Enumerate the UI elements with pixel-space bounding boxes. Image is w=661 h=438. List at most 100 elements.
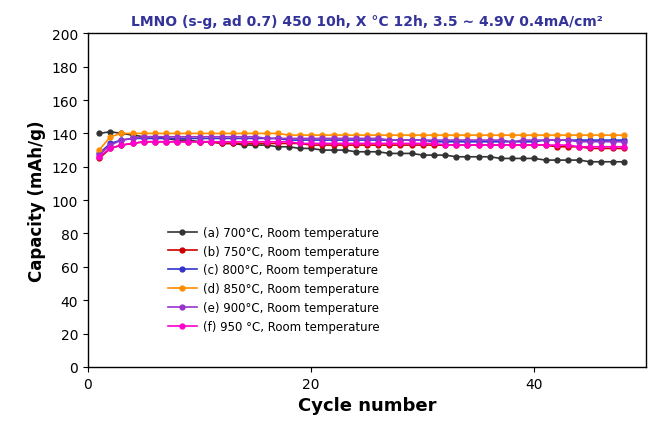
(f) 950 °C, Room temperature [564,143,572,148]
(c) 800°C, Room temperature [508,140,516,145]
(b) 750°C, Room temperature [251,141,259,147]
(f) 950 °C, Room temperature [106,146,114,152]
(d) 850°C, Room temperature [463,133,471,138]
(b) 750°C, Room temperature [106,146,114,152]
(c) 800°C, Room temperature [541,138,549,143]
(e) 900°C, Room temperature [229,135,237,140]
(e) 900°C, Room temperature [129,137,137,142]
(f) 950 °C, Room temperature [162,140,170,145]
(a) 700°C, Room temperature [352,150,360,155]
(c) 800°C, Room temperature [408,138,416,143]
(a) 700°C, Room temperature [598,160,605,165]
(d) 850°C, Room temperature [173,131,181,137]
(e) 900°C, Room temperature [553,138,561,143]
(c) 800°C, Room temperature [463,140,471,145]
(f) 950 °C, Room temperature [340,141,348,147]
(e) 900°C, Room temperature [452,138,460,143]
(e) 900°C, Room temperature [319,137,327,142]
(e) 900°C, Room temperature [385,138,393,143]
(b) 750°C, Room temperature [452,143,460,148]
(b) 750°C, Room temperature [463,143,471,148]
(d) 850°C, Room temperature [151,131,159,137]
(a) 700°C, Room temperature [251,143,259,148]
(b) 750°C, Room temperature [240,141,248,147]
(d) 850°C, Room temperature [520,133,527,138]
(a) 700°C, Room temperature [307,146,315,152]
(b) 750°C, Room temperature [374,143,382,148]
(f) 950 °C, Room temperature [118,143,126,148]
(a) 700°C, Room temperature [564,158,572,163]
Y-axis label: Capacity (mAh/g): Capacity (mAh/g) [28,120,46,281]
(c) 800°C, Room temperature [475,140,483,145]
(d) 850°C, Room temperature [140,131,148,137]
(d) 850°C, Room temperature [274,131,282,137]
(c) 800°C, Room temperature [486,140,494,145]
(a) 700°C, Room temperature [408,152,416,157]
(e) 900°C, Room temperature [140,135,148,140]
(a) 700°C, Room temperature [508,156,516,162]
(f) 950 °C, Room temperature [598,145,605,150]
Line: (b) 750°C, Room temperature: (b) 750°C, Room temperature [97,140,626,162]
(e) 900°C, Room temperature [173,135,181,140]
(d) 850°C, Room temperature [508,133,516,138]
(a) 700°C, Room temperature [129,133,137,138]
(c) 800°C, Room temperature [229,137,237,142]
(f) 950 °C, Room temperature [184,140,192,145]
(c) 800°C, Room temperature [609,138,617,143]
(b) 750°C, Room temperature [419,143,427,148]
(d) 850°C, Room temperature [553,133,561,138]
(c) 800°C, Room temperature [497,140,505,145]
(b) 750°C, Room temperature [430,143,438,148]
X-axis label: Cycle number: Cycle number [297,396,436,414]
(d) 850°C, Room temperature [408,133,416,138]
(b) 750°C, Room temperature [296,141,304,147]
(c) 800°C, Room temperature [151,137,159,142]
(d) 850°C, Room temperature [251,131,259,137]
(c) 800°C, Room temperature [251,137,259,142]
(f) 950 °C, Room temperature [520,143,527,148]
(b) 750°C, Room temperature [352,143,360,148]
(c) 800°C, Room temperature [340,138,348,143]
(d) 850°C, Room temperature [330,133,338,138]
(b) 750°C, Room temperature [274,141,282,147]
(b) 750°C, Room temperature [609,146,617,152]
(c) 800°C, Room temperature [586,138,594,143]
(a) 700°C, Room temperature [285,145,293,150]
(f) 950 °C, Room temperature [441,143,449,148]
(b) 750°C, Room temperature [475,143,483,148]
(a) 700°C, Room temperature [575,158,583,163]
(f) 950 °C, Room temperature [385,141,393,147]
(e) 900°C, Room temperature [497,138,505,143]
(a) 700°C, Room temperature [184,138,192,143]
(c) 800°C, Room temperature [520,140,527,145]
(a) 700°C, Room temperature [296,146,304,152]
(d) 850°C, Room temperature [106,135,114,140]
(e) 900°C, Room temperature [151,135,159,140]
(c) 800°C, Room temperature [140,137,148,142]
(e) 900°C, Room temperature [520,138,527,143]
(c) 800°C, Room temperature [240,137,248,142]
(e) 900°C, Room temperature [374,137,382,142]
(b) 750°C, Room temperature [262,141,270,147]
(f) 950 °C, Room temperature [508,143,516,148]
(a) 700°C, Room temperature [240,143,248,148]
(c) 800°C, Room temperature [575,138,583,143]
(d) 850°C, Room temperature [575,133,583,138]
(e) 900°C, Room temperature [285,137,293,142]
(a) 700°C, Room temperature [541,158,549,163]
(e) 900°C, Room temperature [508,140,516,145]
Line: (e) 900°C, Room temperature: (e) 900°C, Room temperature [97,135,626,158]
Line: (a) 700°C, Room temperature: (a) 700°C, Room temperature [97,130,626,165]
(c) 800°C, Room temperature [296,138,304,143]
(a) 700°C, Room temperature [340,148,348,153]
(d) 850°C, Room temperature [240,131,248,137]
(b) 750°C, Room temperature [441,143,449,148]
(d) 850°C, Room temperature [475,133,483,138]
(e) 900°C, Room temperature [475,138,483,143]
(c) 800°C, Room temperature [419,138,427,143]
(f) 950 °C, Room temperature [229,140,237,145]
(d) 850°C, Room temperature [285,133,293,138]
(d) 850°C, Room temperature [452,133,460,138]
(e) 900°C, Room temperature [408,138,416,143]
(c) 800°C, Room temperature [330,138,338,143]
